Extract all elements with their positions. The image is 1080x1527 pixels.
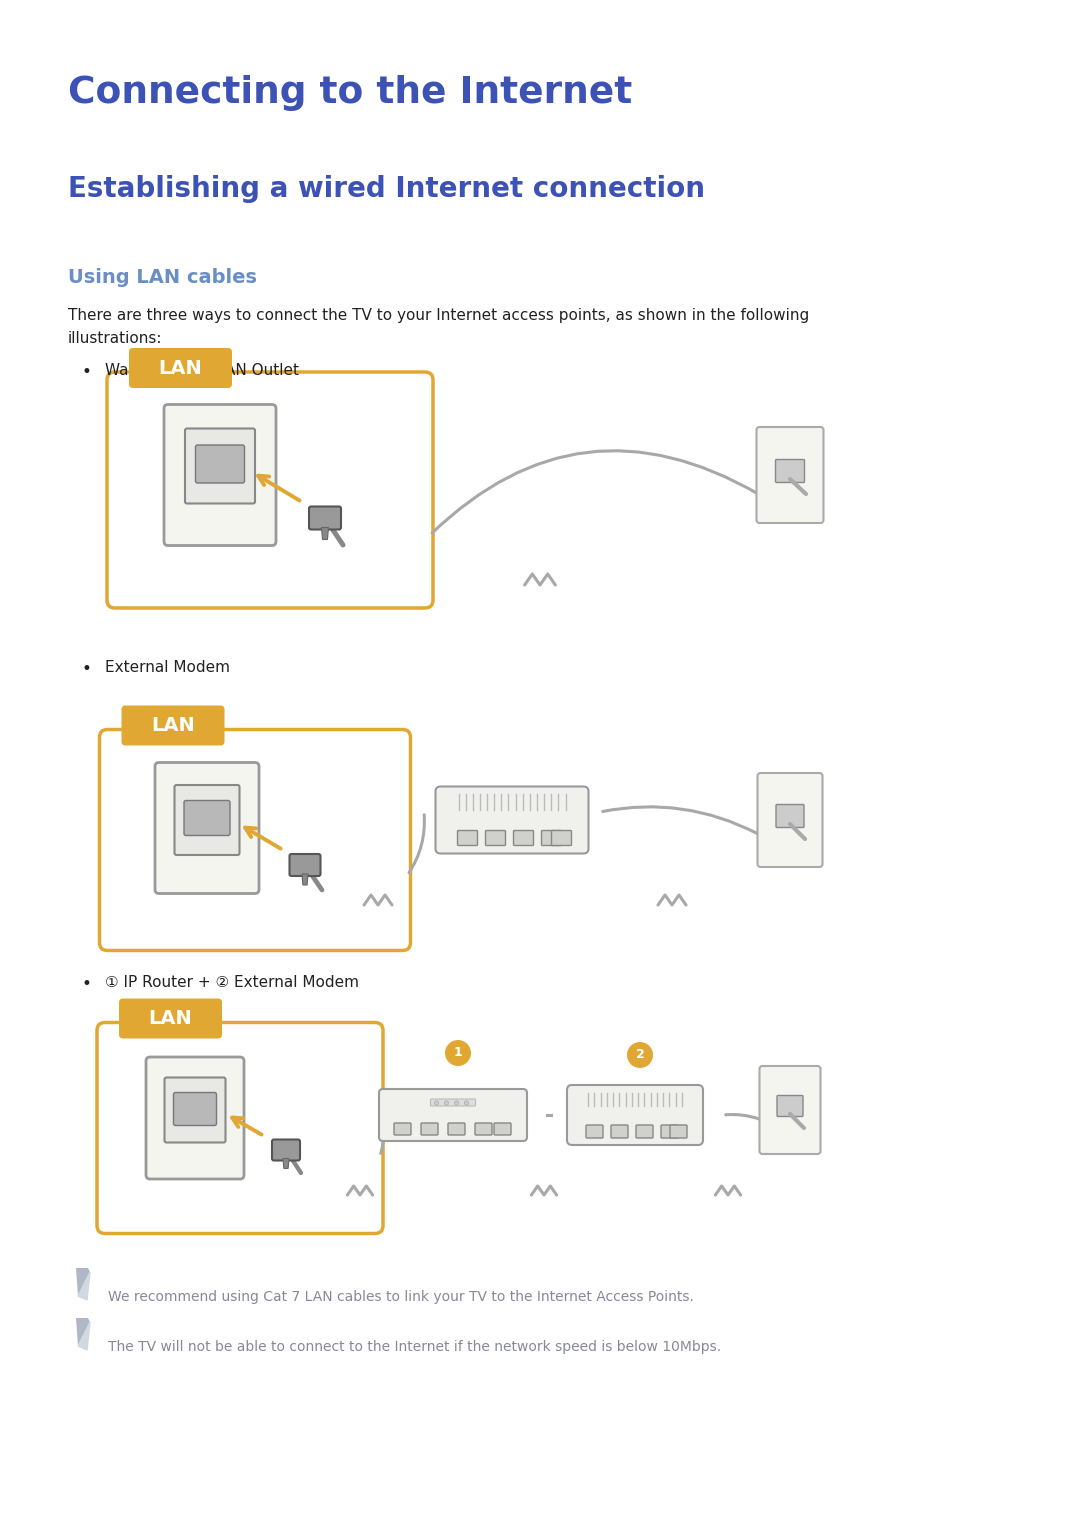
FancyBboxPatch shape xyxy=(458,831,477,846)
Polygon shape xyxy=(322,527,328,539)
FancyBboxPatch shape xyxy=(759,1066,821,1154)
Text: LAN: LAN xyxy=(149,1009,192,1028)
FancyBboxPatch shape xyxy=(164,405,276,545)
Text: Establishing a wired Internet connection: Establishing a wired Internet connection xyxy=(68,176,705,203)
FancyBboxPatch shape xyxy=(121,705,225,745)
FancyBboxPatch shape xyxy=(513,831,534,846)
FancyBboxPatch shape xyxy=(636,1125,653,1138)
Text: Connecting to the Internet: Connecting to the Internet xyxy=(68,75,632,111)
FancyBboxPatch shape xyxy=(431,1099,475,1106)
Text: •: • xyxy=(82,363,92,382)
Polygon shape xyxy=(76,1267,90,1296)
Circle shape xyxy=(434,1101,438,1106)
Circle shape xyxy=(455,1101,459,1106)
FancyBboxPatch shape xyxy=(567,1086,703,1145)
FancyBboxPatch shape xyxy=(289,854,321,876)
Polygon shape xyxy=(283,1159,289,1168)
FancyBboxPatch shape xyxy=(174,1092,216,1125)
Polygon shape xyxy=(76,1318,90,1345)
FancyBboxPatch shape xyxy=(97,1023,383,1234)
FancyBboxPatch shape xyxy=(272,1139,300,1161)
FancyBboxPatch shape xyxy=(119,999,222,1038)
Text: Wall-mounted LAN Outlet: Wall-mounted LAN Outlet xyxy=(105,363,299,379)
FancyBboxPatch shape xyxy=(379,1089,527,1141)
FancyBboxPatch shape xyxy=(164,1078,226,1142)
Polygon shape xyxy=(78,1322,90,1350)
Polygon shape xyxy=(302,873,308,886)
Text: 1: 1 xyxy=(454,1046,462,1060)
Circle shape xyxy=(627,1041,653,1067)
FancyBboxPatch shape xyxy=(107,373,433,608)
FancyBboxPatch shape xyxy=(448,1122,465,1135)
FancyBboxPatch shape xyxy=(394,1122,411,1135)
FancyBboxPatch shape xyxy=(541,831,562,846)
Circle shape xyxy=(464,1101,469,1106)
Text: ① IP Router + ② External Modem: ① IP Router + ② External Modem xyxy=(105,976,359,989)
FancyBboxPatch shape xyxy=(99,730,410,950)
Text: LAN: LAN xyxy=(151,716,194,734)
FancyBboxPatch shape xyxy=(756,428,824,524)
FancyBboxPatch shape xyxy=(757,773,823,867)
FancyBboxPatch shape xyxy=(175,785,240,855)
FancyBboxPatch shape xyxy=(775,460,805,483)
FancyBboxPatch shape xyxy=(146,1057,244,1179)
FancyBboxPatch shape xyxy=(486,831,505,846)
FancyBboxPatch shape xyxy=(475,1122,492,1135)
FancyBboxPatch shape xyxy=(435,786,589,854)
FancyBboxPatch shape xyxy=(494,1122,511,1135)
FancyBboxPatch shape xyxy=(670,1125,687,1138)
FancyBboxPatch shape xyxy=(129,348,232,388)
FancyBboxPatch shape xyxy=(184,800,230,835)
FancyBboxPatch shape xyxy=(777,805,804,828)
Text: •: • xyxy=(82,660,92,678)
Text: There are three ways to connect the TV to your Internet access points, as shown : There are three ways to connect the TV t… xyxy=(68,308,809,347)
FancyBboxPatch shape xyxy=(586,1125,603,1138)
Text: 2: 2 xyxy=(636,1049,645,1061)
FancyBboxPatch shape xyxy=(156,762,259,893)
Text: We recommend using Cat 7 LAN cables to link your TV to the Internet Access Point: We recommend using Cat 7 LAN cables to l… xyxy=(108,1290,693,1304)
FancyBboxPatch shape xyxy=(611,1125,627,1138)
Text: Using LAN cables: Using LAN cables xyxy=(68,269,257,287)
Circle shape xyxy=(444,1101,448,1106)
Circle shape xyxy=(445,1040,471,1066)
Text: External Modem: External Modem xyxy=(105,660,230,675)
FancyBboxPatch shape xyxy=(661,1125,678,1138)
Text: LAN: LAN xyxy=(159,359,202,377)
FancyBboxPatch shape xyxy=(777,1095,804,1116)
FancyBboxPatch shape xyxy=(309,507,341,530)
FancyBboxPatch shape xyxy=(552,831,571,846)
Text: The TV will not be able to connect to the Internet if the network speed is below: The TV will not be able to connect to th… xyxy=(108,1341,721,1354)
Text: •: • xyxy=(82,976,92,993)
FancyBboxPatch shape xyxy=(185,429,255,504)
Polygon shape xyxy=(78,1272,90,1299)
FancyBboxPatch shape xyxy=(195,444,244,483)
FancyBboxPatch shape xyxy=(421,1122,438,1135)
